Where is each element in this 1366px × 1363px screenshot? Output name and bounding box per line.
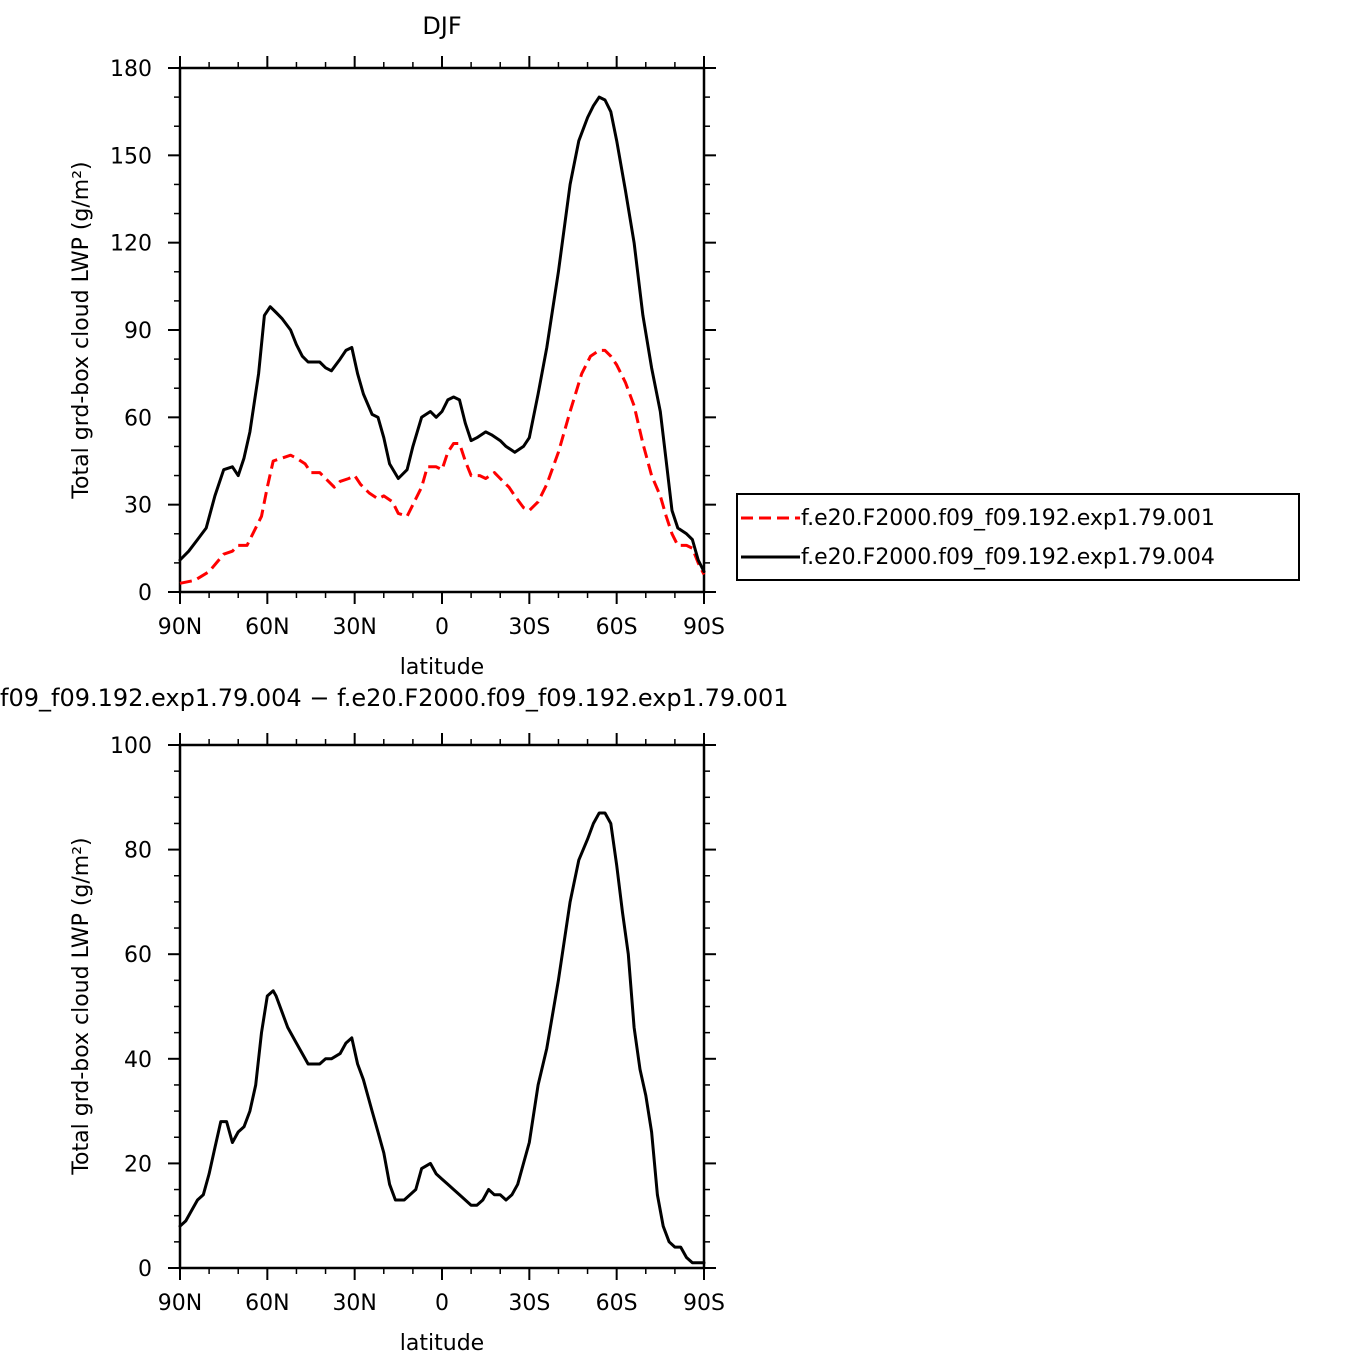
bottom-y-tick-label: 0 (138, 1257, 152, 1282)
top-x-tick-label: 90N (158, 615, 202, 640)
bottom-plot-frame (178, 743, 706, 1270)
top-y-axis-label: Total grd-box cloud LWP (g/m²) (69, 161, 94, 499)
top-y-tick-label: 120 (110, 232, 152, 257)
top-y-tick-label: 60 (124, 406, 152, 431)
bottom-series-line-1 (178, 811, 706, 1265)
bottom-x-tick-label: 90S (683, 1291, 725, 1316)
top-y-tick-label: 30 (124, 494, 152, 519)
top-x-axis-label: latitude (400, 655, 484, 680)
top-x-tick-label: 30N (332, 615, 376, 640)
bottom-y-tick-label: 20 (124, 1152, 152, 1177)
top-chart-panel: DJF 90N 60N 30N 0 30S 60S 90S0306090120150180 … (69, 12, 1300, 680)
bottom-y-tick-label: 60 (124, 943, 152, 968)
top-y-tick-label: 0 (138, 581, 152, 606)
legend-label-series-1: f.e20.F2000.f09_f09.192.exp1.79.001 (801, 506, 1215, 531)
bottom-y-tick-label: 100 (110, 734, 152, 759)
top-chart-title: DJF (422, 12, 461, 40)
legend: f.e20.F2000.f09_f09.192.exp1.79.001 f.e2… (736, 493, 1300, 581)
bottom-x-tick-label: 30N (332, 1291, 376, 1316)
top-plot-frame (178, 66, 706, 594)
legend-label-series-2: f.e20.F2000.f09_f09.192.exp1.79.004 (801, 545, 1215, 570)
top-x-tick-label: 30S (508, 615, 550, 640)
top-series-line-2 (178, 95, 706, 574)
bottom-chart-title: f09_f09.192.exp1.79.004 − f.e20.F2000.f0… (0, 684, 789, 712)
top-series-lines (178, 95, 706, 585)
top-x-tick-label: 60N (245, 615, 289, 640)
top-series-line-1 (179, 348, 706, 585)
top-x-tick-label: 0 (435, 615, 449, 640)
bottom-series-lines (178, 811, 706, 1265)
top-x-tick-label: 90S (683, 615, 725, 640)
bottom-x-tick-label: 30S (508, 1291, 550, 1316)
top-x-tick-label: 60S (596, 615, 638, 640)
bottom-y-axis-label: Total grd-box cloud LWP (g/m²) (69, 837, 94, 1175)
bottom-chart-panel: f09_f09.192.exp1.79.004 − f.e20.F2000.f0… (0, 684, 789, 1356)
bottom-x-tick-label: 60S (596, 1291, 638, 1316)
bottom-x-tick-label: 0 (435, 1291, 449, 1316)
top-y-tick-label: 90 (124, 319, 152, 344)
bottom-x-axis-label: latitude (400, 1331, 484, 1356)
bottom-x-tick-label: 60N (245, 1291, 289, 1316)
bottom-x-tick-label: 90N (158, 1291, 202, 1316)
top-y-tick-label: 180 (110, 57, 152, 82)
bottom-y-tick-label: 40 (124, 1048, 152, 1073)
top-y-tick-label: 150 (110, 144, 152, 169)
bottom-axis-ticks: 90N 60N 30N 0 30S 60S 90S 0 20 40 60 80 100 (110, 733, 725, 1316)
bottom-y-tick-label: 80 (124, 839, 152, 864)
top-axis-ticks: 90N 60N 30N 0 30S 60S 90S 0 30 60 90 120 150 180 (110, 56, 725, 640)
legend-box (736, 493, 1300, 581)
